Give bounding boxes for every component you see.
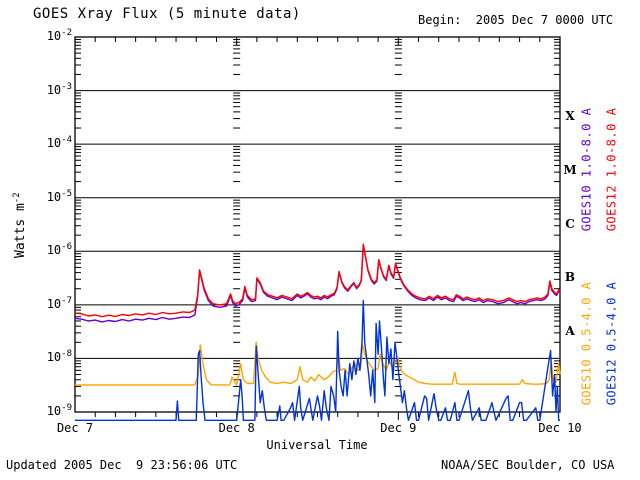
y-axis-label-exponent: -2 [11, 192, 22, 204]
y-tick-label: 10-7 [46, 295, 72, 311]
x-tick-label: Dec 8 [218, 421, 255, 435]
chart-title: GOES Xray Flux (5 minute data) [33, 6, 301, 22]
legend-goes10-short: GOES10 0.5-4.0 A [579, 281, 594, 406]
legend-goes12-short: GOES12 0.5-4.0 A [604, 281, 619, 406]
y-tick-label: 10-6 [46, 242, 72, 258]
flare-class-label-x: X [565, 109, 575, 124]
legend-goes10-long: GOES10 1.0-8.0 A [579, 107, 594, 232]
flare-class-label-m: M [563, 162, 577, 177]
flare-class-label-c: C [565, 216, 575, 231]
legend-goes12-long: GOES12 1.0-8.0 A [604, 107, 619, 232]
plot-frame [74, 36, 561, 413]
series-goes10-0-5-4-0-a [75, 341, 561, 386]
y-tick-label: 10-3 [46, 81, 72, 97]
begin-time-label: Begin: 2005 Dec 7 0000 UTC [418, 13, 614, 27]
x-tick-label: Dec 10 [538, 421, 582, 435]
x-tick-label: Dec 9 [380, 421, 417, 435]
y-tick-label: 10-9 [46, 403, 72, 418]
series-goes12-0-5-4-0-a [75, 299, 560, 421]
y-tick-label: 10-4 [46, 135, 72, 151]
footer-updated-timestamp: Updated 2005 Dec 9 23:56:06 UTC [6, 458, 238, 472]
y-tick-label: 10-8 [46, 349, 72, 365]
x-axis-title: Universal Time [266, 438, 368, 452]
flare-class-label-a: A [565, 323, 575, 338]
series-goes12-1-0-8-0-a [74, 243, 561, 318]
flare-class-label-b: B [564, 270, 576, 285]
y-tick-label: 10-5 [46, 188, 72, 204]
y-tick-label: 10-2 [46, 28, 72, 43]
plot-graphics [74, 36, 561, 421]
series-goes10-1-0-8-0-a [74, 244, 561, 323]
footer-source-credit: NOAA/SEC Boulder, CO USA [441, 458, 615, 472]
x-tick-label: Dec 7 [56, 421, 94, 435]
